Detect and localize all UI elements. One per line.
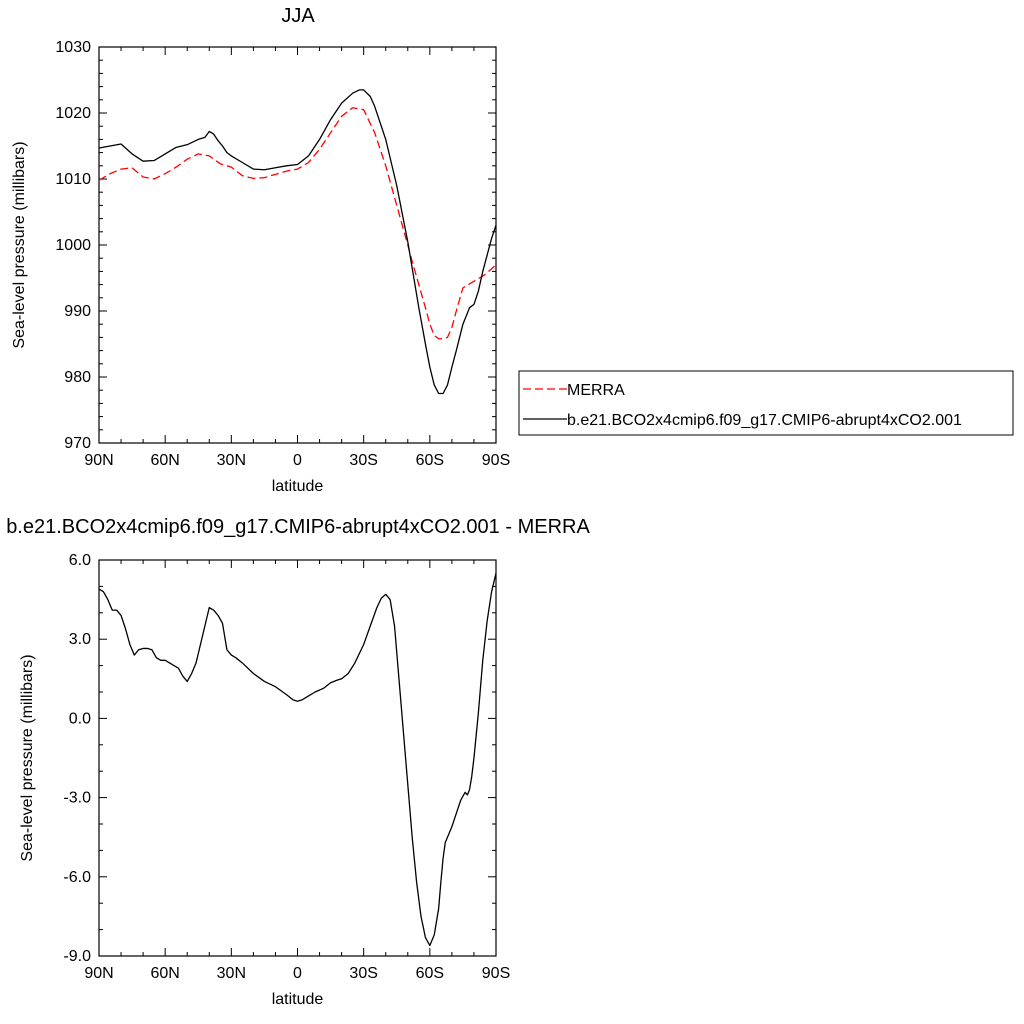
- y-tick-label: 6.0: [69, 552, 91, 569]
- x-tick-label: 30N: [217, 965, 246, 982]
- y-tick-label: 1010: [55, 171, 91, 188]
- plot-frame: [98, 46, 497, 444]
- top-chart: JJA 90N 60N 30N 0 30S 60S 90S 970 980 990 1000 1010 1…: [11, 5, 510, 495]
- y-tick-label: 980: [64, 369, 91, 386]
- y-tick-label: 1020: [55, 105, 91, 122]
- legend-label: b.e21.BCO2x4cmip6.f09_g17.CMIP6-abrupt4x…: [567, 412, 962, 429]
- x-tick-label: 90N: [84, 965, 113, 982]
- x-tick-label: 0: [293, 965, 302, 982]
- y-tick-label: 1000: [55, 237, 91, 254]
- series-line-merra: [98, 107, 497, 340]
- x-tick-label: 60N: [150, 965, 179, 982]
- y-axis-label: Sea-level pressure (millibars): [19, 654, 36, 861]
- y-tick-label: 1030: [55, 39, 91, 56]
- x-tick-label: 60S: [416, 452, 444, 469]
- legend: MERRA b.e21.BCO2x4cmip6.f09_g17.CMIP6-abr…: [518, 370, 1014, 436]
- y-axis-label: Sea-level pressure (millibars): [11, 141, 28, 348]
- y-tick-label: 970: [64, 435, 91, 452]
- series-line-difference: [98, 573, 497, 947]
- y-tick-label: -6.0: [63, 869, 91, 886]
- chart-title: b.e21.BCO2x4cmip6.f09_g17.CMIP6-abrupt4x…: [6, 516, 590, 538]
- x-tick-label: 30S: [349, 452, 377, 469]
- y-tick-label: -3.0: [63, 790, 91, 807]
- x-tick-label: 60N: [150, 452, 179, 469]
- x-tick-label: 90S: [482, 452, 510, 469]
- x-tick-label: 90S: [482, 965, 510, 982]
- series-line-model: [98, 89, 497, 395]
- x-axis-label: latitude: [272, 991, 324, 1008]
- plot-frame: [98, 559, 497, 957]
- y-tick-label: -9.0: [63, 948, 91, 965]
- x-tick-label: 90N: [84, 452, 113, 469]
- legend-label: MERRA: [567, 382, 625, 399]
- x-tick-label: 60S: [416, 965, 444, 982]
- chart-title: JJA: [281, 5, 315, 27]
- y-tick-label: 3.0: [69, 631, 91, 648]
- legend-box: [518, 370, 1014, 436]
- x-tick-label: 0: [293, 452, 302, 469]
- x-tick-label: 30S: [349, 965, 377, 982]
- y-tick-label: 990: [64, 303, 91, 320]
- x-tick-label: 30N: [217, 452, 246, 469]
- difference-chart: b.e21.BCO2x4cmip6.f09_g17.CMIP6-abrupt4x…: [6, 516, 590, 1008]
- x-axis-label: latitude: [272, 478, 324, 495]
- y-tick-label: 0.0: [69, 710, 91, 727]
